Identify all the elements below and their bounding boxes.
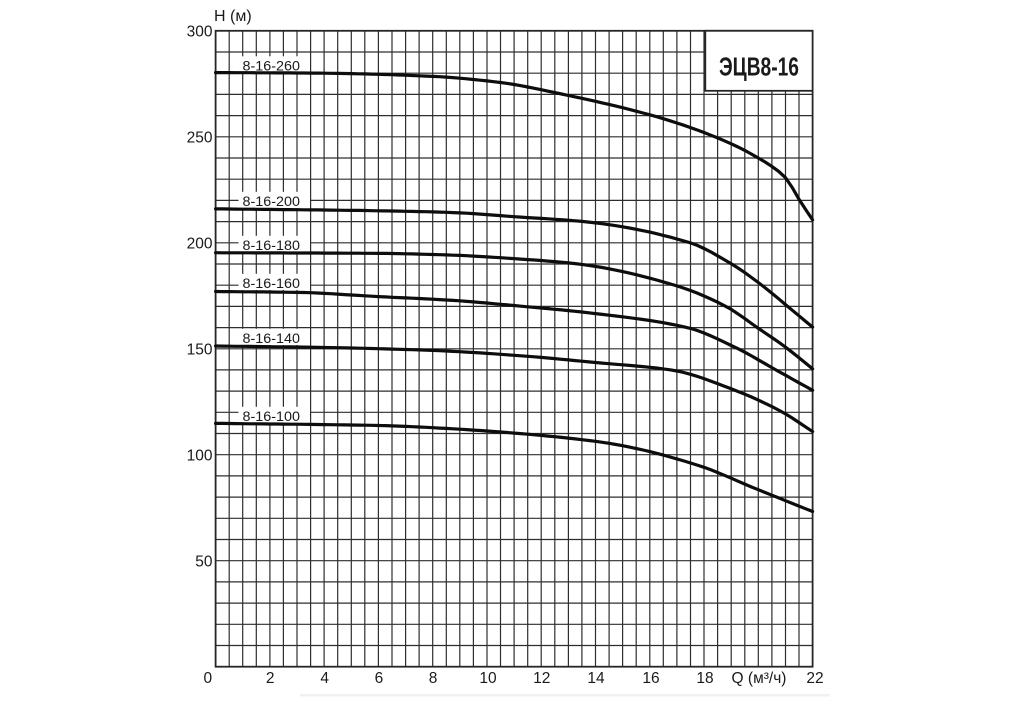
svg-text:0: 0 [203, 670, 212, 687]
svg-text:200: 200 [187, 236, 213, 253]
svg-text:8: 8 [429, 670, 438, 687]
svg-text:150: 150 [187, 342, 213, 359]
svg-text:100: 100 [187, 448, 213, 465]
svg-text:10: 10 [479, 670, 497, 687]
svg-text:6: 6 [375, 670, 384, 687]
svg-text:4: 4 [320, 670, 329, 687]
svg-text:8-16-260: 8-16-260 [243, 58, 301, 73]
svg-text:8-16-180: 8-16-180 [243, 238, 301, 253]
svg-text:ЭЦВ8-16: ЭЦВ8-16 [719, 54, 799, 82]
svg-text:Q (м³/ч): Q (м³/ч) [732, 670, 787, 687]
svg-text:250: 250 [187, 130, 213, 147]
svg-text:H (м): H (м) [214, 8, 252, 25]
svg-text:16: 16 [642, 670, 659, 687]
svg-text:22: 22 [806, 670, 823, 687]
svg-text:8-16-200: 8-16-200 [243, 194, 301, 209]
svg-text:14: 14 [587, 670, 605, 687]
svg-text:18: 18 [696, 670, 713, 687]
svg-text:300: 300 [187, 24, 213, 41]
svg-text:8-16-160: 8-16-160 [243, 276, 301, 291]
svg-text:2: 2 [266, 670, 275, 687]
svg-text:8-16-140: 8-16-140 [243, 331, 301, 346]
svg-text:12: 12 [533, 670, 550, 687]
svg-text:50: 50 [195, 554, 213, 571]
svg-text:8-16-100: 8-16-100 [243, 409, 301, 424]
